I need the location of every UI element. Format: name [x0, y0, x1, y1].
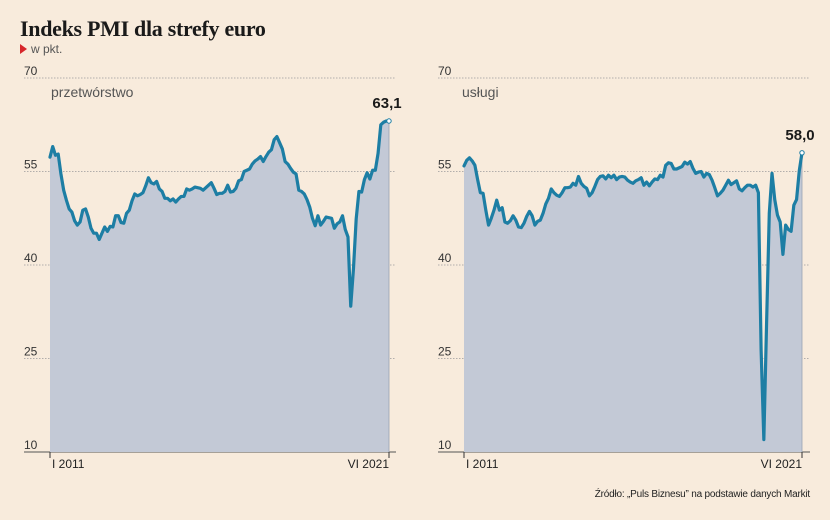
unit-row: w pkt. [20, 42, 62, 56]
y-tick-label: 70 [24, 64, 38, 78]
unit-label: w pkt. [31, 42, 63, 56]
series-area [50, 121, 389, 452]
source-note: Źródło: „Puls Biznesu” na podstawie dany… [594, 489, 811, 500]
panel-title: przetwórstwo [51, 84, 134, 100]
y-tick-label: 70 [438, 64, 452, 78]
x-tick-label: I 2011 [466, 457, 499, 471]
chart-panel-1: 10 25 40 55 70 63,1 przetwórstwo I 2011 VI 2021 [24, 64, 402, 471]
series-area [464, 152, 802, 453]
end-value-label: 63,1 [372, 95, 401, 112]
series-line [48, 119, 391, 308]
y-tick-label: 55 [24, 158, 38, 172]
x-tick-label: I 2011 [52, 457, 85, 471]
y-tick-label: 40 [438, 251, 452, 265]
chart-title: Indeks PMI dla strefy euro [20, 16, 266, 41]
end-point [799, 150, 805, 156]
y-tick-label: 25 [24, 345, 38, 359]
x-tick-label: VI 2021 [761, 457, 803, 471]
end-value-label: 58,0 [785, 127, 814, 144]
x-tick-label: VI 2021 [348, 457, 390, 471]
y-tick-label: 10 [24, 438, 38, 452]
red-triangle-icon [20, 44, 27, 54]
chart-panel-2: 10 25 40 55 70 58,0 usługi I 2011 VI 2021 [438, 64, 815, 471]
end-point [386, 118, 392, 124]
panel-title: usługi [462, 84, 499, 100]
y-tick-label: 55 [438, 158, 452, 172]
y-tick-label: 25 [438, 345, 452, 359]
y-tick-label: 40 [24, 251, 38, 265]
y-tick-label: 10 [438, 438, 452, 452]
series-line [462, 151, 804, 442]
